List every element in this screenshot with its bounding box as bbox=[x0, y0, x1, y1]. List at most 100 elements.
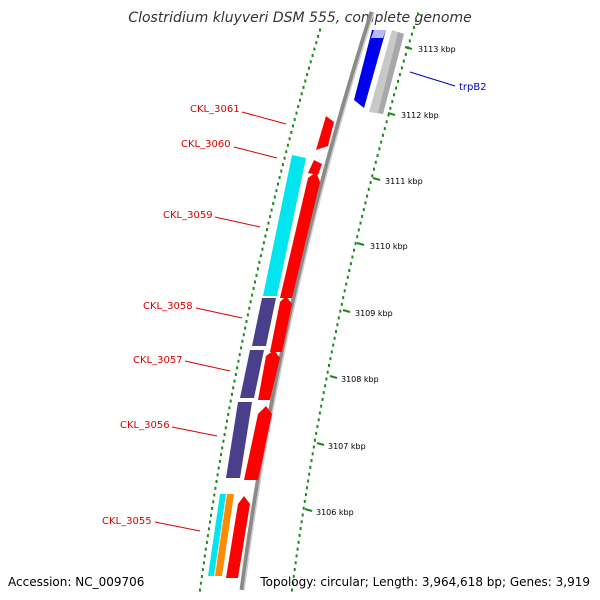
leader-CKL_3058 bbox=[195, 307, 243, 319]
scale-dot bbox=[342, 296, 345, 300]
gene-CKL_3055[interactable] bbox=[226, 496, 250, 578]
scale-dot bbox=[300, 92, 303, 96]
scale-dot bbox=[249, 300, 252, 304]
scale-dot bbox=[366, 194, 369, 198]
label-CKL_3058[interactable]: CKL_3058 bbox=[143, 301, 193, 312]
scale-dot bbox=[295, 111, 298, 115]
scale-dot bbox=[417, 12, 419, 16]
scale-dot bbox=[273, 195, 276, 199]
scale-dot bbox=[309, 60, 312, 64]
label-CKL_3061[interactable]: CKL_3061 bbox=[190, 104, 240, 115]
scale-dot bbox=[362, 208, 365, 212]
scale-dot bbox=[312, 445, 315, 449]
gene-purple-c[interactable] bbox=[226, 402, 252, 478]
gene-purple-a[interactable] bbox=[252, 298, 276, 346]
scale-dot bbox=[319, 28, 321, 32]
gene-blue-highlight bbox=[371, 30, 386, 38]
label-CKL_3057[interactable]: CKL_3057 bbox=[133, 355, 183, 366]
scale-dot bbox=[259, 254, 262, 258]
gene-CKL_3060[interactable] bbox=[308, 160, 322, 175]
scale-dot bbox=[371, 174, 374, 178]
scale-dot bbox=[283, 156, 286, 160]
tick-mark-3106 bbox=[304, 508, 313, 512]
scale-dot bbox=[254, 280, 256, 284]
scale-dot bbox=[374, 160, 377, 164]
scale-dot bbox=[343, 289, 346, 293]
scale-dot bbox=[272, 202, 275, 205]
scale-dot bbox=[330, 350, 333, 354]
scale-dot bbox=[310, 459, 313, 463]
scale-dot bbox=[204, 547, 207, 551]
scale-dot bbox=[373, 167, 375, 171]
scale-dot bbox=[351, 255, 354, 259]
scale-dot bbox=[354, 241, 357, 245]
scale-dot bbox=[329, 357, 332, 361]
scale-dot bbox=[404, 52, 407, 56]
scale-dot bbox=[356, 235, 359, 239]
scale-dot bbox=[216, 473, 219, 477]
scale-dot bbox=[412, 26, 415, 29]
scale-dot bbox=[221, 446, 224, 450]
gene-orange[interactable] bbox=[215, 494, 234, 576]
scale-dot bbox=[229, 399, 232, 403]
scale-dot bbox=[299, 98, 301, 102]
label-CKL_3055[interactable]: CKL_3055 bbox=[102, 516, 152, 527]
scale-dot bbox=[291, 588, 293, 592]
scale-dot bbox=[400, 66, 403, 70]
scale-dot bbox=[205, 540, 208, 544]
scale-dot bbox=[223, 433, 226, 436]
scale-dot bbox=[244, 326, 247, 330]
scale-dot bbox=[294, 561, 297, 565]
scale-dot bbox=[313, 47, 316, 51]
label-CKL_3059[interactable]: CKL_3059 bbox=[163, 210, 213, 221]
accession-text: Accession: NC_009706 bbox=[8, 575, 144, 589]
scale-dot bbox=[251, 293, 254, 297]
label-CKL_3060[interactable]: CKL_3060 bbox=[181, 139, 231, 150]
scale-dot bbox=[278, 176, 281, 180]
leader-CKL_3061 bbox=[241, 111, 287, 125]
scale-dot bbox=[245, 320, 248, 323]
scale-dot bbox=[237, 359, 240, 363]
gene-CKL_3056[interactable] bbox=[244, 406, 272, 480]
scale-dot bbox=[295, 554, 298, 558]
gene-purple-b[interactable] bbox=[240, 350, 264, 398]
gene-CKL_3058[interactable] bbox=[270, 296, 292, 352]
scale-dot bbox=[241, 339, 244, 343]
scale-dot bbox=[242, 333, 245, 337]
gene-blue[interactable] bbox=[354, 30, 386, 108]
scale-dot bbox=[246, 313, 249, 317]
scale-dot bbox=[353, 248, 355, 252]
gene-CKL_3059[interactable] bbox=[280, 172, 320, 298]
scale-dot bbox=[236, 366, 239, 370]
scale-dot bbox=[311, 54, 314, 57]
scale-dot bbox=[234, 373, 237, 376]
scale-dot bbox=[261, 247, 264, 251]
scale-dot bbox=[339, 309, 342, 313]
scale-dot bbox=[280, 169, 283, 173]
scale-dot bbox=[389, 106, 392, 110]
gene-CKL_3061[interactable] bbox=[316, 116, 334, 150]
label-CKL_3056[interactable]: CKL_3056 bbox=[120, 420, 170, 431]
scale-dot bbox=[387, 113, 390, 117]
scale-dot bbox=[262, 241, 265, 245]
scale-ticks: 3113 kbp 3112 kbp 3111 kbp 3110 kbp 3109… bbox=[304, 45, 456, 517]
scale-dot bbox=[398, 73, 401, 77]
gene-cyan-b[interactable] bbox=[208, 494, 226, 576]
leader-CKL_3055 bbox=[154, 521, 201, 532]
scale-dot bbox=[256, 267, 259, 271]
label-trpB2[interactable]: trpB2 bbox=[459, 82, 487, 93]
scale-dot bbox=[299, 527, 302, 531]
tick-label-3109: 3109 kbp bbox=[355, 309, 393, 318]
outer-scale-track bbox=[291, 12, 419, 592]
scale-dot bbox=[397, 79, 399, 83]
inner-scale-track bbox=[199, 28, 321, 592]
gene-CKL_3057[interactable] bbox=[258, 350, 280, 400]
scale-dot bbox=[361, 214, 364, 218]
scale-dot bbox=[317, 34, 320, 38]
gene-cyan-a[interactable] bbox=[263, 155, 306, 296]
scale-dot bbox=[414, 19, 417, 23]
scale-dot bbox=[292, 124, 294, 128]
scale-dot bbox=[311, 452, 314, 456]
leader-CKL_3060 bbox=[233, 146, 278, 159]
